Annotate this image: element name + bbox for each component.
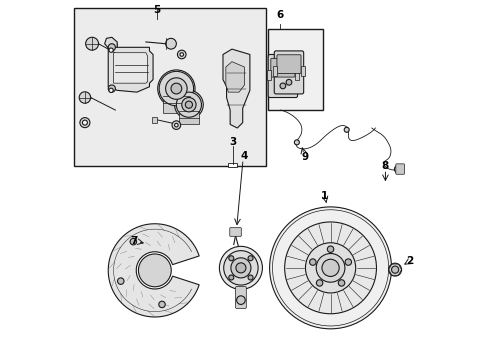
Circle shape	[117, 278, 124, 284]
Circle shape	[321, 259, 339, 276]
Circle shape	[176, 92, 201, 117]
Bar	[267, 30, 323, 110]
Bar	[152, 117, 156, 123]
FancyBboxPatch shape	[267, 54, 297, 98]
Circle shape	[80, 118, 90, 128]
Text: 1: 1	[321, 191, 328, 201]
Circle shape	[82, 120, 87, 125]
Circle shape	[326, 246, 333, 252]
Circle shape	[388, 263, 401, 276]
Circle shape	[345, 259, 351, 265]
Circle shape	[247, 275, 253, 280]
Circle shape	[158, 70, 195, 107]
Text: 4: 4	[240, 151, 248, 161]
Circle shape	[394, 166, 401, 173]
Bar	[179, 105, 199, 125]
FancyBboxPatch shape	[229, 228, 241, 236]
Circle shape	[79, 92, 90, 103]
Circle shape	[85, 37, 99, 50]
Circle shape	[174, 90, 203, 119]
Circle shape	[316, 280, 322, 286]
Circle shape	[182, 98, 196, 112]
Circle shape	[138, 254, 171, 287]
Circle shape	[165, 78, 187, 99]
Circle shape	[172, 121, 180, 130]
Circle shape	[109, 88, 113, 93]
Circle shape	[344, 127, 348, 132]
Bar	[294, 70, 298, 80]
Text: 6: 6	[276, 10, 284, 20]
Text: 8: 8	[381, 161, 388, 171]
FancyBboxPatch shape	[276, 55, 301, 73]
Circle shape	[177, 50, 185, 59]
Circle shape	[338, 280, 344, 286]
FancyBboxPatch shape	[274, 51, 303, 94]
Polygon shape	[223, 49, 249, 128]
Circle shape	[171, 83, 182, 94]
Polygon shape	[108, 224, 199, 317]
Circle shape	[309, 259, 315, 265]
Text: 5: 5	[153, 5, 160, 15]
Circle shape	[236, 296, 244, 305]
Circle shape	[305, 243, 355, 293]
Text: 7: 7	[130, 236, 138, 246]
Text: 9: 9	[301, 152, 307, 162]
Circle shape	[159, 301, 165, 308]
Circle shape	[294, 140, 299, 145]
Circle shape	[159, 71, 193, 106]
Circle shape	[219, 246, 262, 289]
Circle shape	[130, 238, 136, 245]
Bar	[74, 8, 265, 166]
Circle shape	[247, 256, 253, 261]
Polygon shape	[104, 37, 117, 48]
Circle shape	[108, 44, 115, 51]
Circle shape	[235, 263, 245, 273]
Circle shape	[228, 256, 233, 261]
Bar	[163, 89, 190, 113]
FancyBboxPatch shape	[270, 58, 294, 77]
Bar	[273, 67, 276, 76]
Circle shape	[174, 123, 178, 127]
Polygon shape	[113, 53, 147, 83]
Circle shape	[391, 266, 398, 273]
Circle shape	[165, 39, 176, 49]
Circle shape	[269, 207, 391, 329]
FancyBboxPatch shape	[235, 287, 246, 309]
Circle shape	[185, 101, 192, 108]
FancyBboxPatch shape	[395, 164, 404, 174]
Circle shape	[285, 80, 291, 85]
Circle shape	[230, 258, 250, 278]
Circle shape	[180, 53, 183, 56]
Bar	[228, 163, 237, 167]
Circle shape	[228, 275, 233, 280]
Circle shape	[223, 251, 258, 285]
Circle shape	[108, 85, 115, 92]
Polygon shape	[225, 62, 244, 92]
Circle shape	[284, 222, 376, 314]
Circle shape	[280, 83, 285, 89]
Circle shape	[109, 48, 113, 52]
Bar	[266, 70, 270, 80]
Bar	[301, 67, 304, 76]
Text: 3: 3	[229, 138, 236, 147]
Text: 2: 2	[406, 256, 413, 266]
Circle shape	[316, 253, 344, 282]
Polygon shape	[108, 44, 153, 92]
